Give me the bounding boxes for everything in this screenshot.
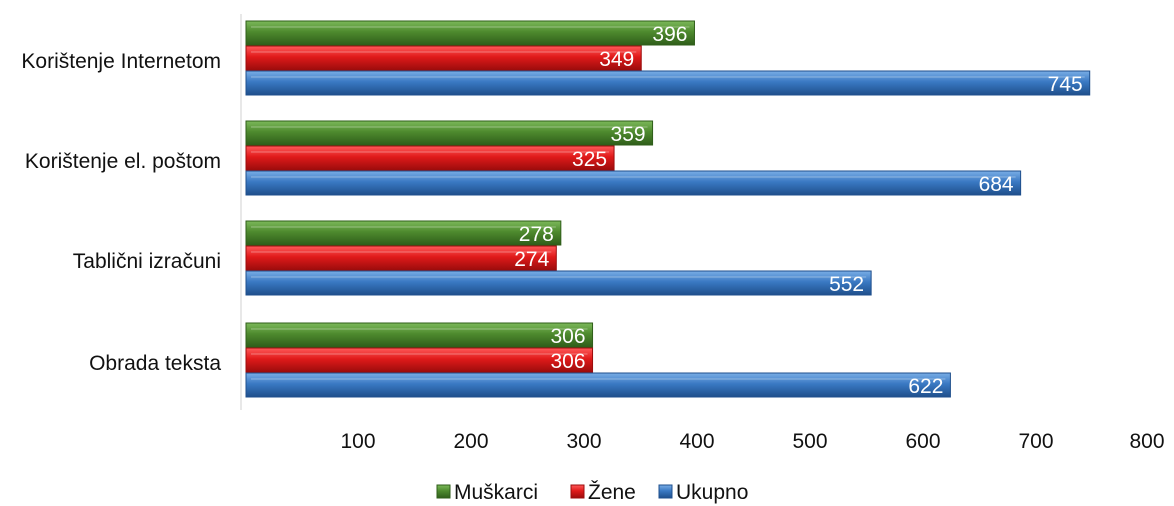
- legend-swatch-muskarci: [436, 484, 451, 499]
- data-label-muskarci-koristenje-internetom: 396: [652, 23, 687, 46]
- bar-ukupno-koristenje-internetom: [245, 70, 1091, 96]
- legend: Muškarci Žene Ukupno: [436, 481, 748, 504]
- x-tick-label-800: 800: [1129, 430, 1164, 453]
- data-label-ukupno-koristenje-el-postom: 684: [979, 173, 1014, 196]
- x-tick-label-100: 100: [340, 430, 375, 453]
- legend-label-ukupno: Ukupno: [676, 481, 748, 504]
- category-labels: Korištenje Internetom Korištenje el. pošt…: [21, 50, 221, 375]
- bar-zene-koristenje-el-postom: [245, 145, 615, 171]
- x-tick-label-500: 500: [792, 430, 827, 453]
- category-label-obrada-teksta: Obrada teksta: [89, 352, 221, 375]
- data-label-ukupno-tablicni-izracuni: 552: [829, 273, 864, 296]
- category-label-koristenje-internetom: Korištenje Internetom: [21, 50, 221, 73]
- bar-muskarci-obrada-teksta: [245, 322, 594, 348]
- data-label-zene-tablicni-izracuni: 274: [514, 248, 549, 271]
- x-tick-label-400: 400: [679, 430, 714, 453]
- bar-muskarci-koristenje-el-postom: [245, 120, 654, 146]
- bar-muskarci-koristenje-internetom: [245, 20, 695, 46]
- data-label-muskarci-tablicni-izracuni: 278: [519, 223, 554, 246]
- data-label-zene-obrada-teksta: 306: [550, 350, 585, 373]
- legend-swatch-zene: [570, 484, 585, 499]
- data-label-zene-koristenje-internetom: 349: [599, 48, 634, 71]
- x-tick-label-600: 600: [905, 430, 940, 453]
- x-axis-ticks: 100 200 300 400 500 600 700 800: [340, 430, 1164, 453]
- x-tick-label-300: 300: [566, 430, 601, 453]
- bar-zene-obrada-teksta: [245, 347, 594, 373]
- data-label-muskarci-obrada-teksta: 306: [550, 325, 585, 348]
- legend-label-muskarci: Muškarci: [454, 481, 538, 504]
- bar-zene-tablicni-izracuni: [245, 245, 557, 271]
- data-label-muskarci-koristenje-el-postom: 359: [611, 123, 646, 146]
- category-label-tablicni-izracuni: Tablični izračuni: [73, 250, 221, 273]
- bar-ukupno-koristenje-el-postom: [245, 170, 1022, 196]
- bar-muskarci-tablicni-izracuni: [245, 220, 562, 246]
- bar-zene-koristenje-internetom: [245, 45, 642, 71]
- bar-ukupno-tablicni-izracuni: [245, 270, 872, 296]
- x-tick-label-200: 200: [453, 430, 488, 453]
- category-label-koristenje-el-postom: Korištenje el. poštom: [25, 150, 221, 173]
- data-label-ukupno-koristenje-internetom: 745: [1048, 73, 1083, 96]
- legend-label-zene: Žene: [588, 481, 636, 504]
- data-label-ukupno-obrada-teksta: 622: [908, 375, 943, 398]
- x-tick-label-700: 700: [1018, 430, 1053, 453]
- data-label-zene-koristenje-el-postom: 325: [572, 148, 607, 171]
- legend-swatch-ukupno: [658, 484, 673, 499]
- bar-ukupno-obrada-teksta: [245, 372, 951, 398]
